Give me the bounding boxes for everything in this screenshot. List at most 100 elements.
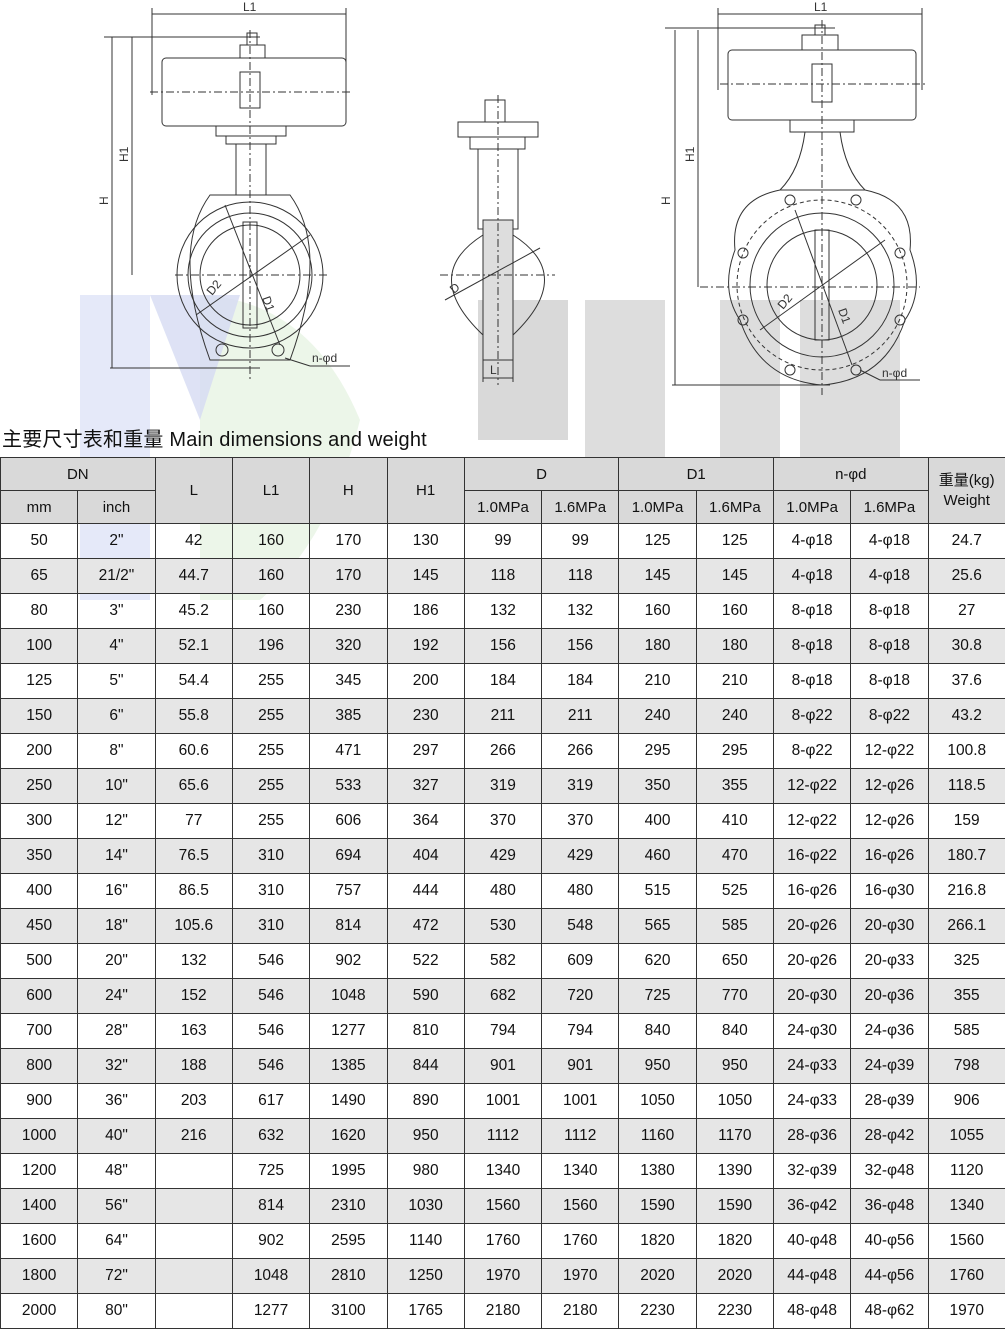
table-cell: 327 [386,768,465,804]
table-cell: 906 [927,1083,1005,1119]
table-cell: 1765 [386,1293,465,1329]
table-cell: 20-φ36 [850,978,929,1014]
table-cell: 429 [463,838,543,874]
table-cell: 1820 [618,1223,697,1259]
table-cell: 297 [386,733,465,769]
table-cell: 620 [618,943,697,979]
table-cell: 546 [231,1013,311,1049]
table-cell: 12-φ22 [772,768,852,804]
table-cell: 404 [386,838,465,874]
table-cell: 1970 [463,1258,543,1294]
table-cell: 725 [231,1153,311,1189]
table-cell: 1001 [463,1083,543,1119]
table-cell: 1050 [695,1083,774,1119]
table-cell: 650 [695,943,774,979]
table-cell: 230 [386,698,465,734]
table-cell: 145 [695,558,774,594]
table-cell: 1000 [0,1118,79,1154]
table-cell: 145 [618,558,697,594]
table-cell: 1560 [927,1223,1005,1259]
table-cell: 52.1 [154,628,233,664]
table-row: 800 32" 188 546 1385 844 901 901 950 950 24-φ33 24-… [0,1048,1005,1084]
table-cell: 255 [231,768,311,804]
table-cell: 30.8 [927,628,1005,664]
table-cell: 60.6 [154,733,233,769]
table-cell: 400 [0,873,79,909]
table-cell: 1340 [927,1188,1005,1224]
table-row: 500 20" 132 546 902 522 582 609 620 650 20-φ26 20-φ… [0,943,1005,979]
table-cell: 163 [154,1013,233,1049]
table-cell: 24-φ30 [772,1013,852,1049]
table-cell: 12-φ26 [850,768,929,804]
table-cell: 76.5 [154,838,233,874]
valve-drawings: L1 H H1 D2 D1 n-φd D L [97,0,925,395]
table-cell: 20-φ33 [850,943,929,979]
table-cell: 100.8 [927,733,1005,769]
table-cell: 184 [463,663,543,699]
table-cell: 21/2" [77,558,156,594]
table-cell: 216.8 [927,873,1005,909]
table-cell: 1560 [541,1188,620,1224]
table-cell: 2810 [309,1258,388,1294]
table-cell: 8-φ18 [772,628,852,664]
table-cell: 1112 [463,1118,543,1154]
table-cell: 16" [77,873,156,909]
table-cell [154,1188,233,1224]
table-cell: 250 [0,768,79,804]
table-cell: 180 [695,628,774,664]
table-cell: 1001 [541,1083,620,1119]
weight-en: Weight [943,491,990,509]
table-cell: 1590 [618,1188,697,1224]
table-cell: 546 [231,1048,311,1084]
table-cell: 105.6 [154,908,233,944]
table-cell: 682 [463,978,543,1014]
table-cell: 20-φ26 [772,943,852,979]
table-cell: 2230 [695,1293,774,1329]
table-cell: 1390 [695,1153,774,1189]
middle-valve-drawing: D L [440,95,555,385]
table-cell: 32" [77,1048,156,1084]
table-cell: 606 [309,803,388,839]
header-n-phi-d: n-φd [772,457,929,491]
table-cell: 1760 [541,1223,620,1259]
table-cell: 1400 [0,1188,79,1224]
table-cell: 56" [77,1188,156,1224]
table-cell: 77 [154,803,233,839]
left-valve-drawing: L1 H H1 D2 D1 n-φd [97,0,350,380]
weight-cn: 重量(kg) [938,471,995,489]
table-cell: 12-φ26 [850,803,929,839]
table-cell: 12-φ22 [850,733,929,769]
table-cell: 48" [77,1153,156,1189]
table-cell: 1590 [695,1188,774,1224]
table-cell: 585 [695,908,774,944]
table-cell: 810 [386,1013,465,1049]
table-cell: 355 [695,768,774,804]
table-cell: 3" [77,593,156,629]
table-cell: 64" [77,1223,156,1259]
table-cell: 28-φ36 [772,1118,852,1154]
table-cell: 266 [541,733,620,769]
table-cell: 55.8 [154,698,233,734]
header-nphid-1-6mpa: 1.6MPa [850,490,929,524]
table-cell: 500 [0,943,79,979]
table-cell: 196 [231,628,311,664]
table-cell: 3100 [309,1293,388,1329]
table-row: 1200 48" 725 1995 980 1340 1340 1380 1390 32-φ39 3… [0,1153,1005,1189]
table-row: 1000 40" 216 632 1620 950 1112 1112 1160 1170 28-φ… [0,1118,1005,1154]
table-cell: 44-φ48 [772,1258,852,1294]
table-cell: 18" [77,908,156,944]
header-d1: D1 [618,457,774,491]
table-cell: 40-φ56 [850,1223,929,1259]
table-cell: 565 [618,908,697,944]
table-row: 100 4" 52.1 196 320 192 156 156 180 180 8-φ18 8-φ18… [0,628,1005,664]
table-cell: 16-φ22 [772,838,852,874]
table-cell: 546 [231,943,311,979]
table-cell: 192 [386,628,465,664]
middle-l-label: L [490,363,497,377]
table-cell: 901 [463,1048,543,1084]
table-cell: 840 [618,1013,697,1049]
table-cell: 1385 [309,1048,388,1084]
left-nphid-label: n-φd [312,351,337,365]
table-cell: 1760 [927,1258,1005,1294]
table-cell: 632 [231,1118,311,1154]
